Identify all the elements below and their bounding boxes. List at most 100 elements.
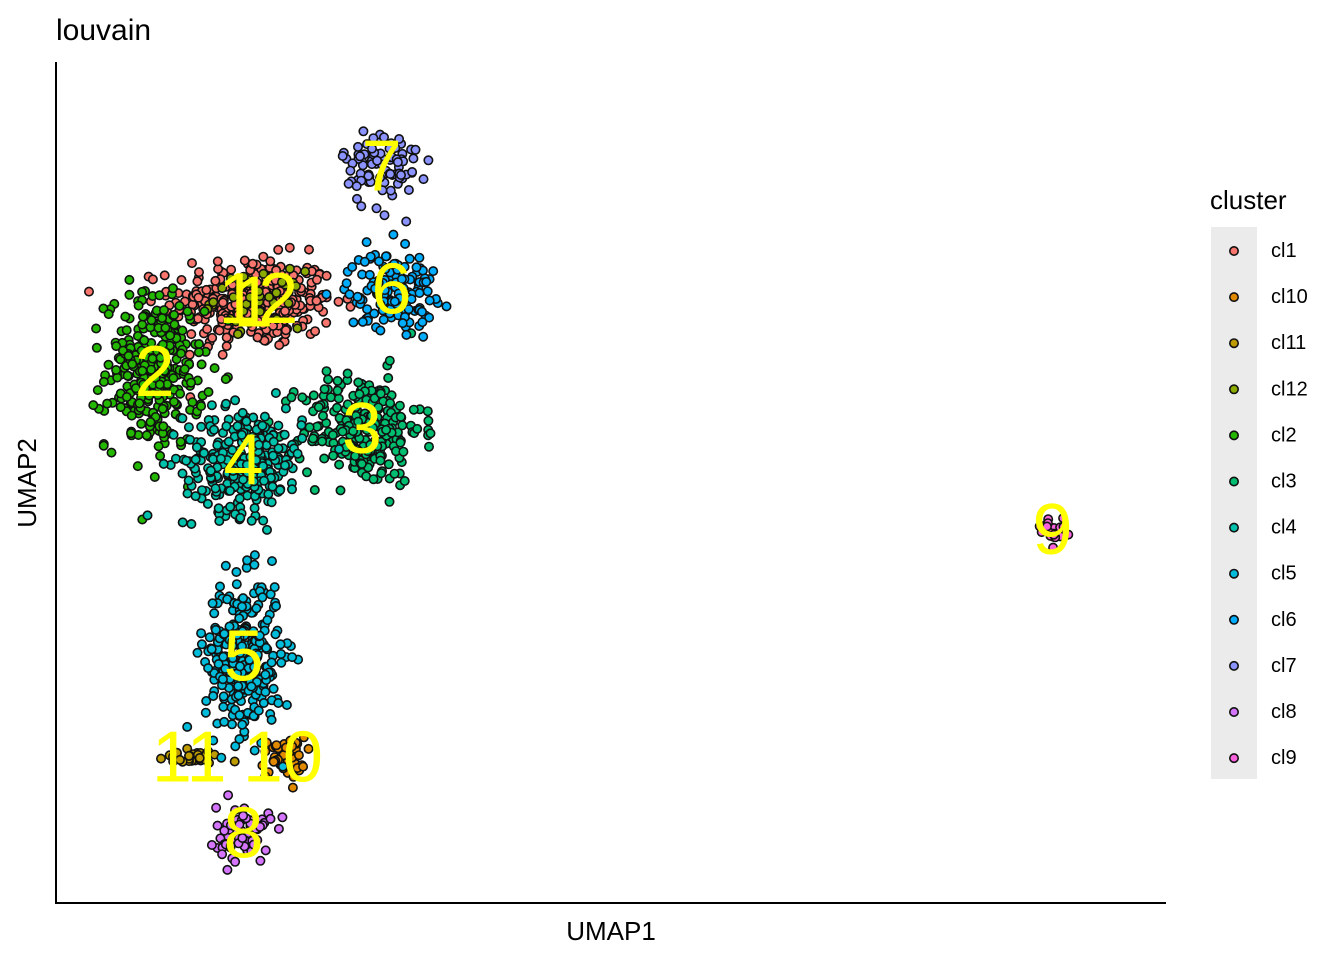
point-cl2 (91, 342, 102, 353)
point-cl3 (365, 439, 376, 450)
point-cl3 (309, 484, 320, 495)
point-cl3 (368, 474, 379, 485)
point-cl3 (319, 384, 330, 395)
point-cl1 (271, 265, 282, 276)
point-cl12 (264, 291, 275, 302)
point-cl2 (209, 363, 220, 374)
point-cl5 (251, 603, 262, 614)
point-cl4 (257, 420, 268, 431)
point-cl3 (399, 475, 410, 486)
point-cl3 (375, 455, 386, 466)
point-cl7 (407, 167, 418, 178)
point-cl7 (352, 141, 363, 152)
point-cl2 (121, 325, 132, 336)
point-cl4 (182, 488, 193, 499)
cluster-label-cl4: 4 (223, 420, 263, 500)
point-cl4 (213, 503, 224, 514)
point-cl2 (121, 391, 132, 402)
point-cl4 (258, 475, 269, 486)
point-cl2 (137, 319, 148, 330)
point-cl12 (232, 329, 243, 340)
point-cl6 (380, 264, 391, 275)
point-cl5 (216, 752, 227, 763)
point-cl5 (213, 658, 224, 669)
point-cl7 (423, 155, 434, 166)
point-cl4 (279, 429, 290, 440)
point-cl4 (223, 436, 234, 447)
point-cl4 (228, 465, 239, 476)
point-cl5 (210, 624, 221, 635)
point-cl2 (154, 379, 165, 390)
point-cl12 (271, 287, 282, 298)
point-cl7 (378, 132, 389, 143)
point-cl12 (300, 266, 311, 277)
point-cl1 (192, 276, 203, 287)
point-cl6 (441, 301, 452, 312)
series-cl2 (88, 274, 234, 525)
point-cl7 (403, 185, 414, 196)
point-cl2 (102, 398, 113, 409)
point-cl5 (196, 639, 207, 650)
point-cl4 (246, 515, 257, 526)
point-cl5 (275, 648, 286, 659)
point-cl12 (243, 278, 254, 289)
point-cl3 (367, 422, 378, 433)
x-axis-label: UMAP1 (566, 916, 656, 946)
point-cl4 (258, 515, 269, 526)
point-cl2 (126, 428, 137, 439)
cluster-label-cl7: 7 (362, 126, 402, 206)
point-cl2 (88, 400, 99, 411)
cluster-label-cl8: 8 (223, 793, 263, 873)
point-cl2 (127, 359, 138, 370)
point-cl5 (277, 761, 288, 772)
point-cl3 (286, 392, 297, 403)
plot-title: louvain (56, 14, 151, 47)
legend-key-cl1 (1229, 246, 1240, 257)
point-cl4 (181, 455, 192, 466)
legend-key-cl7 (1229, 660, 1240, 671)
point-cl3 (383, 372, 394, 383)
point-cl10 (303, 743, 314, 754)
point-cl8 (206, 839, 217, 850)
point-cl4 (273, 443, 284, 454)
point-cl5 (260, 669, 271, 680)
point-cl5 (219, 716, 230, 727)
point-cl4 (280, 403, 291, 414)
point-cl2 (159, 305, 170, 316)
point-cl5 (206, 644, 217, 655)
point-cl5 (266, 657, 277, 668)
point-cl5 (265, 589, 276, 600)
point-cl1 (187, 258, 198, 269)
point-cl6 (424, 312, 435, 323)
point-cl7 (394, 134, 405, 145)
point-cl5 (258, 697, 269, 708)
point-cl6 (424, 295, 435, 306)
legend-label-cl7: cl7 (1271, 655, 1297, 677)
point-cl2 (133, 300, 144, 311)
legend-title: cluster (1210, 185, 1287, 215)
point-cl3 (395, 437, 406, 448)
legend-label-cl1: cl1 (1271, 240, 1297, 262)
point-cl4 (273, 420, 284, 431)
point-cl4 (185, 434, 196, 445)
point-cl2 (159, 365, 170, 376)
point-cl2 (103, 309, 114, 320)
point-cl5 (201, 695, 212, 706)
point-cl6 (400, 238, 411, 249)
point-cl6 (421, 276, 432, 287)
point-cl10 (298, 761, 309, 772)
point-cl8 (230, 856, 241, 867)
point-cl8 (223, 790, 234, 801)
cluster-label-cl1: 1 (233, 262, 273, 342)
point-cl6 (352, 291, 363, 302)
point-cl5 (246, 681, 257, 692)
point-cl8 (211, 802, 222, 813)
point-cl2 (169, 309, 180, 320)
point-cl4 (197, 485, 208, 496)
point-cl4 (266, 497, 277, 508)
point-cl4 (158, 458, 169, 469)
point-cl5 (276, 657, 287, 668)
point-cl4 (177, 413, 188, 424)
point-cl10 (257, 760, 268, 771)
point-cl4 (209, 424, 220, 435)
